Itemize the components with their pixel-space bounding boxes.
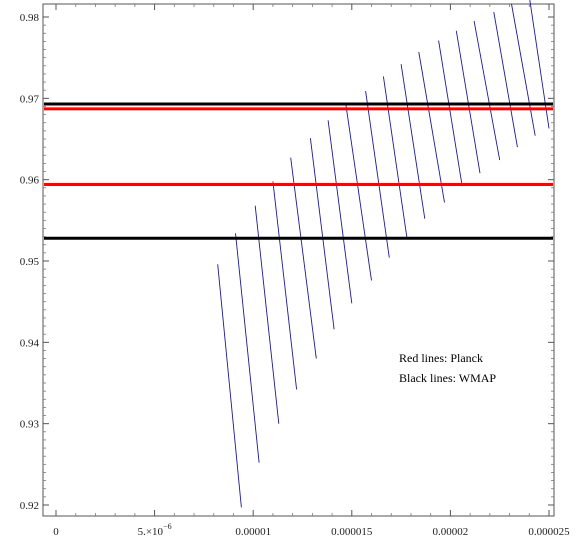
x-tick-label: 0.00002 [433, 526, 469, 538]
x-axis-ticks: 0 5.×10−6 0.00001 0.000015 0.00002 0.000025 [53, 4, 570, 538]
y-tick-label: 0.94 [20, 337, 40, 349]
reference-lines [44, 102, 553, 240]
x-tick-label: 0 [53, 526, 59, 538]
legend-annotations: Red lines: Planck Black lines: WMAP [399, 351, 496, 385]
data-curve-3 [254, 205, 280, 424]
plot-frame [42, 3, 555, 517]
y-tick-label: 0.97 [20, 93, 40, 105]
y-tick-label: 0.92 [20, 500, 39, 512]
data-curve-2 [235, 233, 260, 463]
data-curve-6 [309, 138, 335, 330]
data-curve-15 [473, 21, 501, 161]
x-tick-label: 0.000015 [331, 526, 373, 538]
data-curve-10 [382, 76, 408, 239]
annotation-wmap: Black lines: WMAP [399, 371, 496, 385]
data-curve-4 [272, 181, 298, 390]
plot-border [42, 3, 555, 517]
y-axis-ticks: 0.92 0.93 0.94 0.95 0.96 0.97 0.98 [20, 12, 554, 512]
x-tick-label: 0.00001 [235, 526, 271, 538]
x-tick-label: 0.000025 [528, 526, 570, 538]
y-tick-label: 0.98 [20, 12, 40, 24]
data-curve-8 [345, 104, 372, 281]
data-curve-7 [327, 120, 353, 304]
data-curve-11 [400, 64, 426, 219]
annotation-planck: Red lines: Planck [399, 351, 483, 365]
data-curve-16 [493, 12, 518, 148]
data-curve-12 [418, 51, 445, 203]
data-curve-18 [529, 0, 550, 129]
data-curve-17 [511, 3, 536, 136]
data-curve-13 [438, 40, 463, 187]
data-curve-1 [217, 264, 242, 508]
data-curve-14 [455, 30, 481, 174]
y-tick-label: 0.93 [20, 419, 40, 431]
y-tick-label: 0.96 [20, 175, 40, 187]
y-tick-label: 0.95 [20, 256, 40, 268]
data-curves [217, 0, 550, 508]
data-curve-5 [290, 157, 317, 359]
x-tick-label: 5.×10−6 [138, 522, 172, 538]
data-curve-9 [365, 90, 390, 258]
